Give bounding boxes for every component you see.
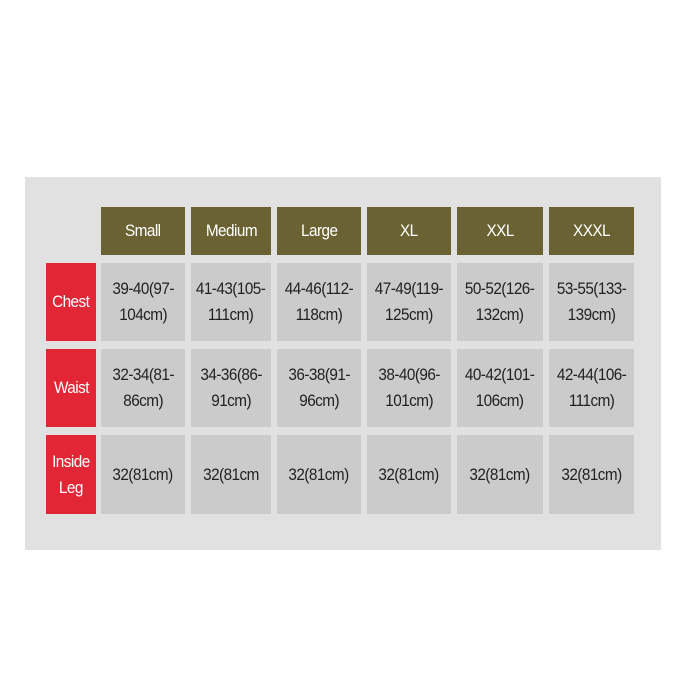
table-cell: 32(81cm) (277, 435, 361, 514)
cell-text: 38-40(96- (378, 365, 440, 384)
table-cell: 40-42(101- 106cm) (457, 349, 543, 427)
cell-text: 32(81cm) (112, 464, 174, 484)
cell-text: 118cm) (295, 305, 343, 324)
cell-text: 32(81cm (203, 464, 259, 484)
size-header-medium: Medium (191, 207, 271, 255)
cell-text: Inside (52, 451, 90, 471)
table-cell: 53-55(133- 139cm) (549, 263, 634, 341)
table-cell: 32(81cm (191, 435, 271, 514)
table-cell: 32(81cm) (367, 435, 451, 514)
size-header-xxxl: XXXL (549, 207, 634, 255)
cell-text: 34-36(86- (200, 365, 262, 384)
cell-text: Leg (59, 477, 83, 497)
table-cell: 32(81cm) (549, 435, 634, 514)
cell-text: 32(81cm) (378, 464, 440, 484)
cell-text: 36-38(91- (288, 365, 350, 384)
table-cell: 32-34(81- 86cm) (101, 349, 185, 427)
size-header-large: Large (277, 207, 361, 255)
cell-text: 111cm) (208, 305, 254, 324)
size-header-text: Large (300, 221, 338, 240)
cell-text: 101cm) (385, 391, 433, 410)
size-header-xxl: XXL (457, 207, 543, 255)
size-header-text: XXL (486, 221, 514, 240)
table-cell: 44-46(112- 118cm) (277, 263, 361, 341)
cell-text: Chest (52, 292, 90, 311)
cell-text: 91cm) (211, 391, 251, 410)
size-header-small: Small (101, 207, 185, 255)
table-cell: 41-43(105- 111cm) (191, 263, 271, 341)
cell-text: 42-44(106- (556, 365, 627, 384)
cell-text: 41-43(105- (196, 279, 266, 298)
cell-text: 53-55(133- (556, 279, 627, 298)
size-header-xl: XL (367, 207, 451, 255)
table-cell: 47-49(119- 125cm) (367, 263, 451, 341)
cell-text: 86cm) (123, 391, 163, 410)
cell-text: 132cm) (476, 305, 524, 324)
cell-text: 111cm) (568, 391, 615, 410)
cell-text: Waist (53, 378, 90, 397)
cell-text: 44-46(112- (284, 279, 354, 298)
cell-text: 39-40(97- (112, 279, 174, 298)
cell-text: 106cm) (476, 391, 524, 410)
size-header-text: XXXL (573, 221, 611, 240)
cell-text: 125cm) (385, 305, 433, 324)
table-cell: 50-52(126- 132cm) (457, 263, 543, 341)
size-header-text: Small (125, 221, 161, 240)
size-header-text: Medium (205, 221, 257, 240)
cell-text: 104cm) (119, 305, 167, 324)
row-label-chest: Chest (46, 263, 96, 341)
table-cell: 39-40(97- 104cm) (101, 263, 185, 341)
cell-text: 32(81cm) (288, 464, 350, 484)
table-cell: 36-38(91- 96cm) (277, 349, 361, 427)
table-cell: 38-40(96- 101cm) (367, 349, 451, 427)
cell-text: 47-49(119- (374, 279, 444, 298)
table-cell: 32(81cm) (101, 435, 185, 514)
table-cell: 32(81cm) (457, 435, 543, 514)
cell-text: 32(81cm) (561, 464, 622, 484)
row-label-inside-leg: Inside Leg (46, 435, 96, 514)
size-header-text: XL (400, 221, 418, 240)
table-cell: 42-44(106- 111cm) (549, 349, 634, 427)
cell-text: 32-34(81- (112, 365, 174, 384)
cell-text: 139cm) (567, 305, 616, 324)
cell-text: 40-42(101- (465, 365, 535, 384)
cell-text: 50-52(126- (465, 279, 535, 298)
cell-text: 96cm) (299, 391, 339, 410)
row-label-waist: Waist (46, 349, 96, 427)
cell-text: 32(81cm) (469, 464, 531, 484)
table-cell: 34-36(86- 91cm) (191, 349, 271, 427)
